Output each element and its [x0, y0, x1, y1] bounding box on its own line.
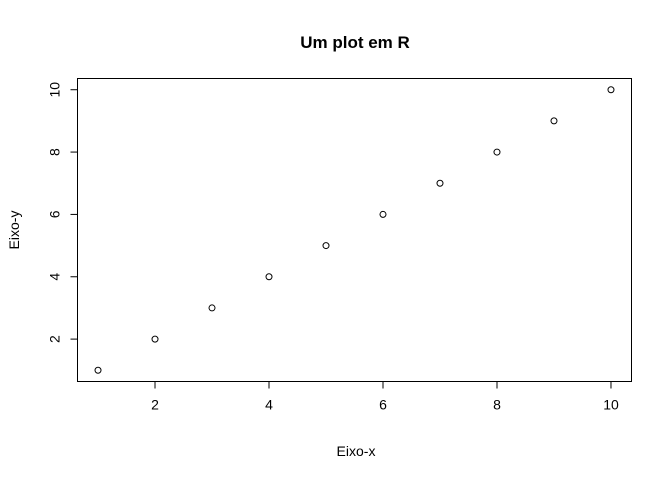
- data-point: [265, 273, 273, 281]
- y-tick-label: 4: [47, 273, 63, 281]
- x-tick-label: 8: [493, 397, 501, 413]
- y-tick-label: 2: [47, 335, 63, 343]
- x-axis: 2 4 6 8 10: [151, 381, 619, 413]
- y-axis: 2 4 6 8 10: [47, 82, 78, 343]
- data-point: [151, 335, 159, 343]
- x-axis-label: Eixo-x: [337, 443, 376, 459]
- y-tick-label: 10: [47, 82, 63, 98]
- data-point: [379, 210, 387, 218]
- y-tick-label: 8: [47, 148, 63, 156]
- data-point: [322, 242, 330, 250]
- plot-frame: [77, 78, 632, 382]
- plot-title: Um plot em R: [300, 33, 410, 52]
- data-point: [436, 179, 444, 187]
- x-tick-label: 2: [151, 397, 159, 413]
- y-tick-label: 6: [47, 210, 63, 218]
- data-point: [208, 304, 216, 312]
- data-points: [94, 86, 615, 374]
- x-tick-label: 4: [265, 397, 273, 413]
- data-point: [607, 86, 615, 94]
- y-axis-label: Eixo-y: [6, 211, 22, 250]
- x-tick-label: 6: [379, 397, 387, 413]
- x-tick-label: 10: [603, 397, 619, 413]
- data-point: [493, 148, 501, 156]
- data-point: [550, 117, 558, 125]
- data-point: [94, 366, 102, 374]
